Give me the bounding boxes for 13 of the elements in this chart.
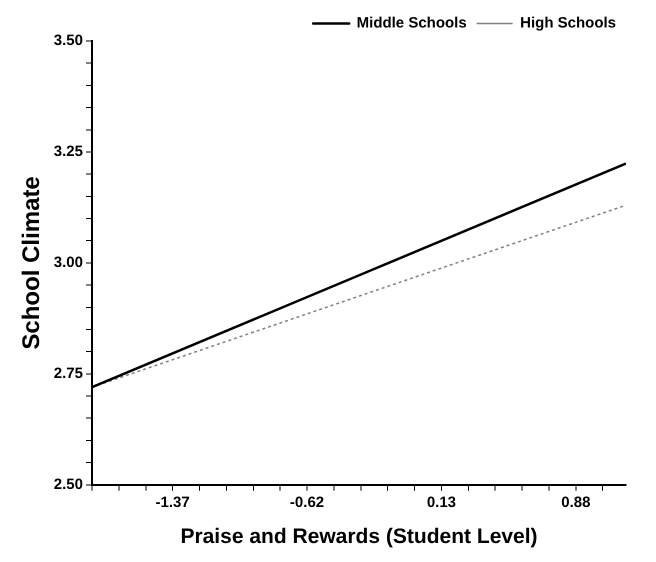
text: -1.37 <box>156 494 190 511</box>
x-tick-label: -0.62 <box>290 494 324 511</box>
x-tick-label: 0.13 <box>426 494 456 511</box>
y-tick-label: 3.50 <box>54 32 83 50</box>
y-tick-label: 3.00 <box>54 254 83 272</box>
x-tick-label: 0.88 <box>561 494 590 511</box>
y-axis-title: School Climate <box>18 176 46 350</box>
y-tick-label: 3.25 <box>54 143 83 160</box>
y-tick-label: 2.75 <box>54 364 83 382</box>
legend-label: Middle Schools <box>356 14 467 32</box>
y-tick-label: 2.50 <box>54 476 83 493</box>
x-axis-title: Praise and Rewards (Student Level) <box>180 525 538 548</box>
legend-label: High Schools <box>520 14 616 32</box>
